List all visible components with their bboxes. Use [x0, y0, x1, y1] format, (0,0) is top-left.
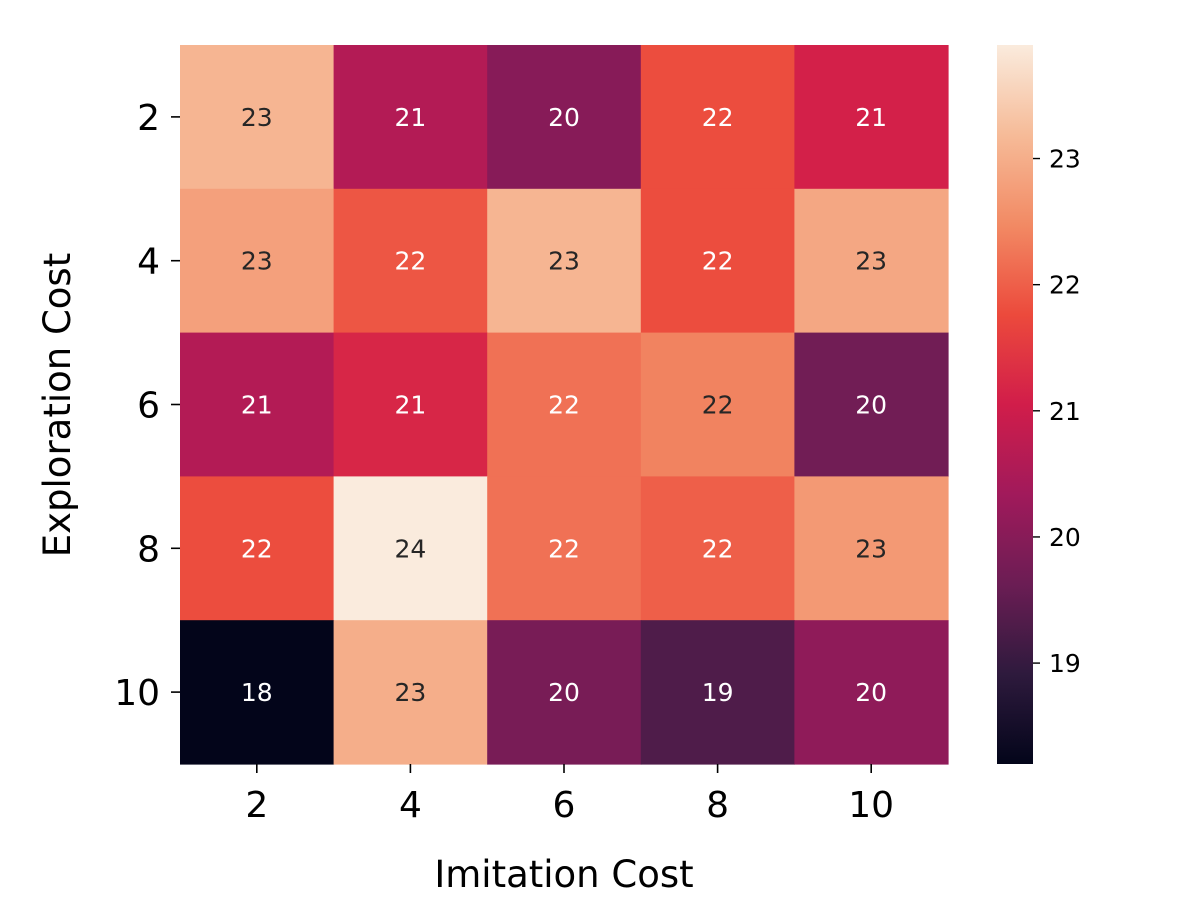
heatmap-cell [333, 620, 488, 765]
cell-value-label: 23 [241, 103, 273, 132]
cell-value-label: 23 [855, 247, 887, 276]
x-tick-label: 2 [245, 785, 268, 826]
cell-value-label: 20 [855, 391, 887, 420]
cell-value-label: 23 [241, 247, 273, 276]
cell-value-label: 22 [702, 391, 734, 420]
y-axis-label: Exploration Cost [36, 253, 79, 557]
heatmap-cell [333, 188, 488, 334]
heatmap-cell [180, 188, 335, 334]
colorbar [997, 45, 1033, 764]
cell-value-label: 22 [241, 534, 273, 563]
x-tick-label: 4 [399, 785, 422, 826]
y-tick-label: 10 [114, 673, 160, 714]
heatmap-cell [794, 476, 949, 621]
colorbar-ticks: 19 20 21 22 23 [1033, 145, 1081, 678]
cell-value-label: 20 [548, 103, 580, 132]
heatmap-cell [333, 45, 488, 190]
cell-value-label: 21 [394, 103, 426, 132]
cell-value-label: 22 [394, 247, 426, 276]
heatmap-cell [487, 620, 642, 765]
heatmap-cell [180, 332, 335, 477]
y-axis-ticks: 2 4 6 8 10 [114, 98, 180, 714]
cell-value-label: 21 [394, 391, 426, 420]
heatmap-cell [180, 476, 335, 621]
x-axis-ticks: 2 4 6 8 10 [245, 764, 894, 826]
colorbar-tick-label: 21 [1049, 397, 1081, 426]
heatmap-cell [487, 188, 642, 334]
heatmap-cell [640, 332, 795, 477]
colorbar-tick-label: 20 [1049, 523, 1081, 552]
cell-value-label: 22 [702, 103, 734, 132]
cell-value-label: 22 [548, 391, 580, 420]
cell-value-label: 21 [241, 391, 273, 420]
cell-value-label: 18 [241, 678, 273, 707]
heatmap-cell [640, 620, 795, 765]
heatmap-cell [487, 45, 642, 190]
colorbar-tick-label: 19 [1049, 649, 1081, 678]
cell-value-label: 20 [855, 678, 887, 707]
x-tick-label: 6 [553, 785, 576, 826]
heatmap-cell [487, 332, 642, 477]
cell-value-label: 23 [855, 534, 887, 563]
y-tick-label: 2 [137, 98, 160, 139]
y-tick-label: 6 [137, 386, 160, 427]
heatmap-cells [180, 45, 949, 765]
cell-value-label: 23 [548, 247, 580, 276]
cell-value-label: 20 [548, 678, 580, 707]
heatmap-cell [180, 620, 335, 765]
heatmap-cell [794, 45, 949, 190]
x-tick-label: 10 [848, 785, 894, 826]
heatmap-cell [794, 188, 949, 334]
heatmap-cell [794, 332, 949, 477]
cell-value-label: 24 [394, 534, 426, 563]
heatmap-cell [640, 188, 795, 334]
colorbar-tick-label: 22 [1049, 271, 1081, 300]
heatmap-cell-labels: 23 21 20 22 21 23 22 23 22 23 21 21 22 22 20 22 24 22 22 23… [241, 103, 887, 707]
cell-value-label: 22 [548, 534, 580, 563]
heatmap-cell [640, 45, 795, 190]
heatmap-cell [794, 620, 949, 765]
cell-value-label: 22 [702, 534, 734, 563]
heatmap-cell [333, 332, 488, 477]
cell-value-label: 19 [702, 678, 734, 707]
y-tick-label: 8 [137, 529, 160, 570]
colorbar-tick-label: 23 [1049, 145, 1081, 174]
cell-value-label: 21 [855, 103, 887, 132]
heatmap-cell [333, 476, 488, 621]
heatmap-cell [487, 476, 642, 621]
x-tick-label: 8 [706, 785, 729, 826]
heatmap-cell [180, 45, 335, 190]
cell-value-label: 23 [394, 678, 426, 707]
heatmap-cell [640, 476, 795, 621]
y-tick-label: 4 [137, 242, 160, 283]
x-axis-label: Imitation Cost [434, 853, 693, 896]
cell-value-label: 22 [702, 247, 734, 276]
